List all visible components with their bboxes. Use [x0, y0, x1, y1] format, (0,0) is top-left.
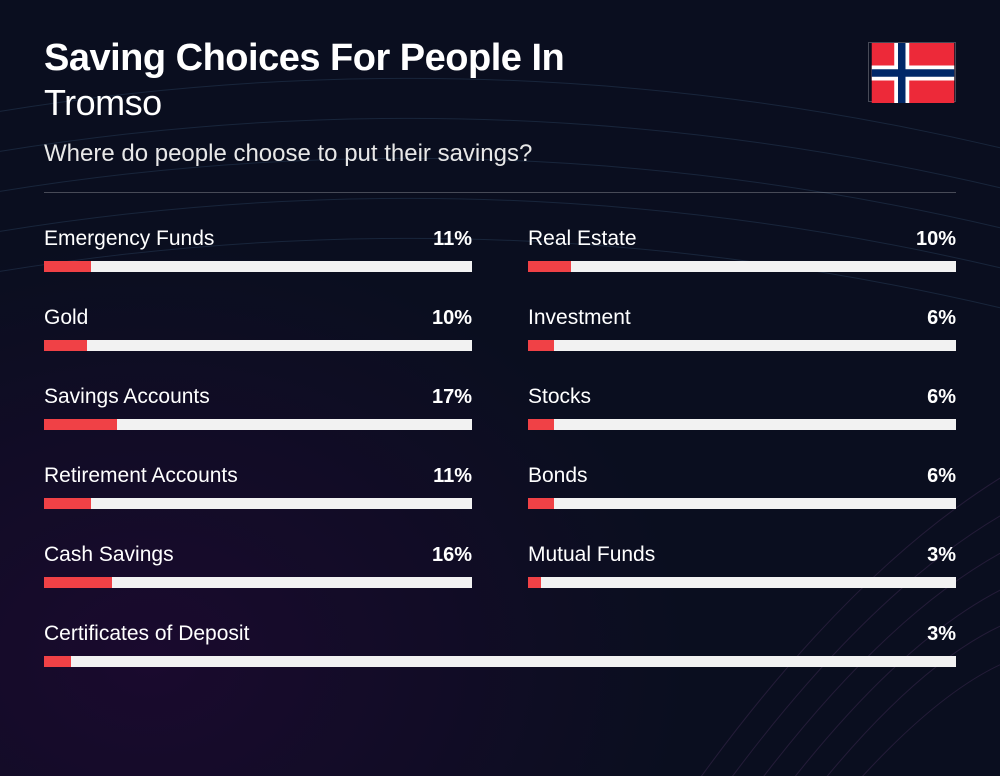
item-label: Bonds — [528, 464, 588, 488]
bar-fill — [44, 656, 71, 667]
bar-fill — [44, 261, 91, 272]
bar-track — [528, 419, 956, 430]
item-label: Emergency Funds — [44, 227, 214, 251]
item-value: 3% — [927, 623, 956, 646]
item-label: Gold — [44, 306, 88, 330]
chart-item: Bonds 6% — [528, 464, 956, 509]
bar-track — [44, 261, 472, 272]
item-value: 16% — [432, 544, 472, 567]
item-value: 17% — [432, 386, 472, 409]
item-value: 10% — [432, 307, 472, 330]
flag-norway — [868, 42, 956, 102]
bar-fill — [528, 419, 554, 430]
bar-fill — [528, 498, 554, 509]
bar-track — [528, 498, 956, 509]
bar-track — [528, 261, 956, 272]
bar-fill — [44, 577, 112, 588]
bar-fill — [528, 340, 554, 351]
chart-item: Retirement Accounts 11% — [44, 464, 472, 509]
item-label: Investment — [528, 306, 631, 330]
bar-fill — [44, 419, 117, 430]
chart-item: Certificates of Deposit 3% — [44, 622, 956, 667]
chart-item: Cash Savings 16% — [44, 543, 472, 588]
item-label: Certificates of Deposit — [44, 622, 249, 646]
item-value: 3% — [927, 544, 956, 567]
item-label: Real Estate — [528, 227, 637, 251]
item-value: 11% — [433, 228, 472, 251]
divider — [44, 192, 956, 193]
bar-track — [44, 498, 472, 509]
item-label: Cash Savings — [44, 543, 174, 567]
bar-track — [528, 340, 956, 351]
item-label: Retirement Accounts — [44, 464, 238, 488]
item-value: 6% — [927, 465, 956, 488]
chart-item: Stocks 6% — [528, 385, 956, 430]
bar-track — [44, 340, 472, 351]
chart-item: Savings Accounts 17% — [44, 385, 472, 430]
item-value: 6% — [927, 386, 956, 409]
bar-fill — [44, 340, 87, 351]
title-city: Tromso — [44, 82, 868, 124]
item-label: Mutual Funds — [528, 543, 655, 567]
chart-item: Real Estate 10% — [528, 227, 956, 272]
item-value: 10% — [916, 228, 956, 251]
chart-item: Emergency Funds 11% — [44, 227, 472, 272]
chart-grid: Emergency Funds 11% Real Estate 10% Gold 10% I… — [44, 227, 956, 701]
subtitle: Where do people choose to put their savi… — [44, 140, 868, 168]
chart-item: Gold 10% — [44, 306, 472, 351]
item-value: 11% — [433, 465, 472, 488]
bar-track — [528, 577, 956, 588]
title-main: Saving Choices For People In — [44, 38, 868, 80]
bar-fill — [528, 577, 541, 588]
bar-fill — [44, 498, 91, 509]
bar-fill — [528, 261, 571, 272]
item-label: Savings Accounts — [44, 385, 210, 409]
bar-track — [44, 656, 956, 667]
chart-item: Mutual Funds 3% — [528, 543, 956, 588]
chart-item: Investment 6% — [528, 306, 956, 351]
bar-track — [44, 419, 472, 430]
bar-track — [44, 577, 472, 588]
item-value: 6% — [927, 307, 956, 330]
item-label: Stocks — [528, 385, 591, 409]
